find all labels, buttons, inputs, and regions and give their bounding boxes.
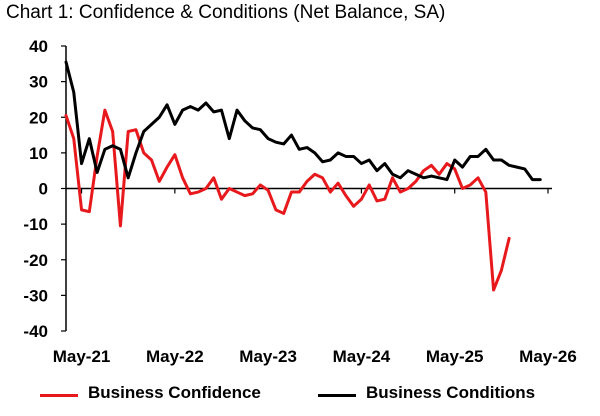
series-layer (64, 60, 542, 292)
legend-swatch-business-conditions (318, 394, 356, 397)
x-tick-label: May-21 (53, 347, 111, 366)
x-axis: May-21 May-22 May-23 May-24 May-25 May-26 (53, 187, 577, 366)
series-line-business-confidence (64, 108, 511, 292)
x-tick-label: May-22 (146, 347, 204, 366)
legend-swatch-business-confidence (40, 394, 78, 397)
x-tick-label: May-24 (333, 347, 391, 366)
x-tick-label: May-26 (519, 347, 577, 366)
series-line-business-conditions (64, 60, 542, 182)
y-tick-label: 10 (29, 144, 48, 163)
y-tick-label: -10 (23, 215, 48, 234)
x-tick-label: May-23 (239, 347, 297, 366)
legend-label-business-conditions: Business Conditions (366, 383, 536, 402)
y-tick-label: -30 (23, 286, 48, 305)
y-tick-label: 0 (39, 180, 48, 199)
y-tick-label: -20 (23, 251, 48, 270)
legend-label-business-confidence: Business Confidence (88, 383, 261, 402)
legend: Business Confidence Business Conditions (0, 380, 600, 410)
y-tick-label: -40 (23, 322, 48, 341)
y-tick-label: 40 (29, 37, 48, 56)
y-tick-label: 20 (29, 108, 48, 127)
line-chart: 40 30 20 10 0 -10 -20 -30 -40 May-21 May-22 May-23… (23, 37, 577, 366)
chart-title: Chart 1: Confidence & Conditions (Net Ba… (6, 2, 446, 23)
y-axis: 40 30 20 10 0 -10 -20 -30 -40 (23, 37, 67, 341)
y-tick-label: 30 (29, 73, 48, 92)
x-tick-label: May-25 (426, 347, 484, 366)
